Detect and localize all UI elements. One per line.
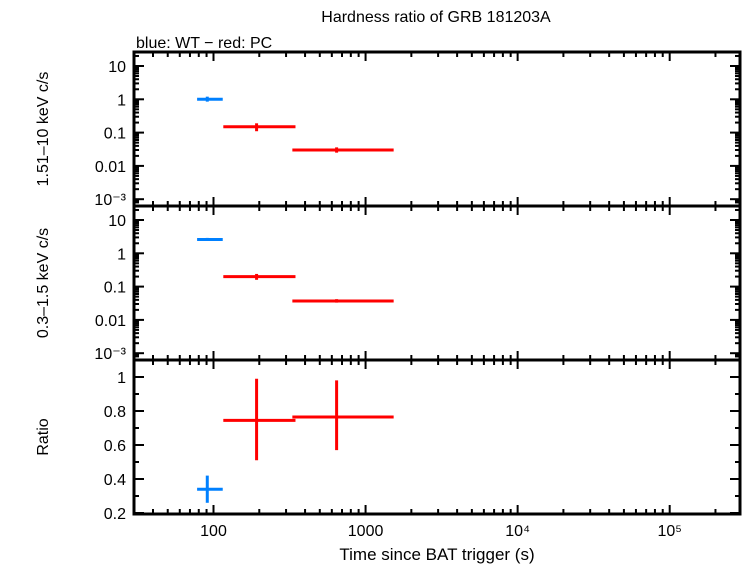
y-tick-label: 10 xyxy=(108,213,126,230)
data-point-wt xyxy=(197,96,223,102)
data-point-pc xyxy=(223,378,296,461)
y-tick-label: 0.01 xyxy=(95,159,126,176)
y-axis-label: 1.51–10 keV c/s xyxy=(35,72,52,187)
y-tick-label: 10 xyxy=(108,59,126,76)
y-tick-label: 1 xyxy=(117,370,126,387)
y-tick-label: 10⁻³ xyxy=(94,346,126,363)
x-axis-label: Time since BAT trigger (s) xyxy=(339,545,534,564)
x-tick-label: 100 xyxy=(200,523,227,540)
data-point-pc xyxy=(292,299,394,303)
plot-frame-middle xyxy=(132,204,742,362)
data-point-pc xyxy=(223,123,296,132)
y-tick-label: 10⁻³ xyxy=(94,192,126,209)
data-point-pc xyxy=(223,273,296,280)
data-point-pc xyxy=(292,147,394,153)
plot-frame-bottom xyxy=(132,358,742,516)
y-axis-label: Ratio xyxy=(35,418,52,455)
y-tick-label: 0.4 xyxy=(104,472,126,489)
y-tick-label: 0.2 xyxy=(104,506,126,523)
x-tick-label: 1000 xyxy=(348,523,384,540)
y-tick-label: 0.1 xyxy=(104,126,126,143)
data-point-wt xyxy=(197,475,223,503)
y-tick-label: 0.01 xyxy=(95,313,126,330)
y-tick-label: 0.6 xyxy=(104,438,126,455)
y-tick-label: 0.8 xyxy=(104,404,126,421)
y-tick-label: 1 xyxy=(117,246,126,263)
y-tick-label: 1 xyxy=(117,92,126,109)
data-point-pc xyxy=(292,380,394,451)
x-tick-label: 10⁵ xyxy=(657,523,681,540)
x-tick-label: 10⁴ xyxy=(505,523,530,540)
chart-title: Hardness ratio of GRB 181203A xyxy=(321,9,551,26)
y-axis-label: 0.3–1.5 keV c/s xyxy=(35,228,52,338)
chart-subtitle: blue: WT − red: PC xyxy=(136,35,272,52)
data-point-wt xyxy=(197,237,223,241)
y-tick-label: 0.1 xyxy=(104,280,126,297)
plot-frame-top xyxy=(132,50,742,208)
